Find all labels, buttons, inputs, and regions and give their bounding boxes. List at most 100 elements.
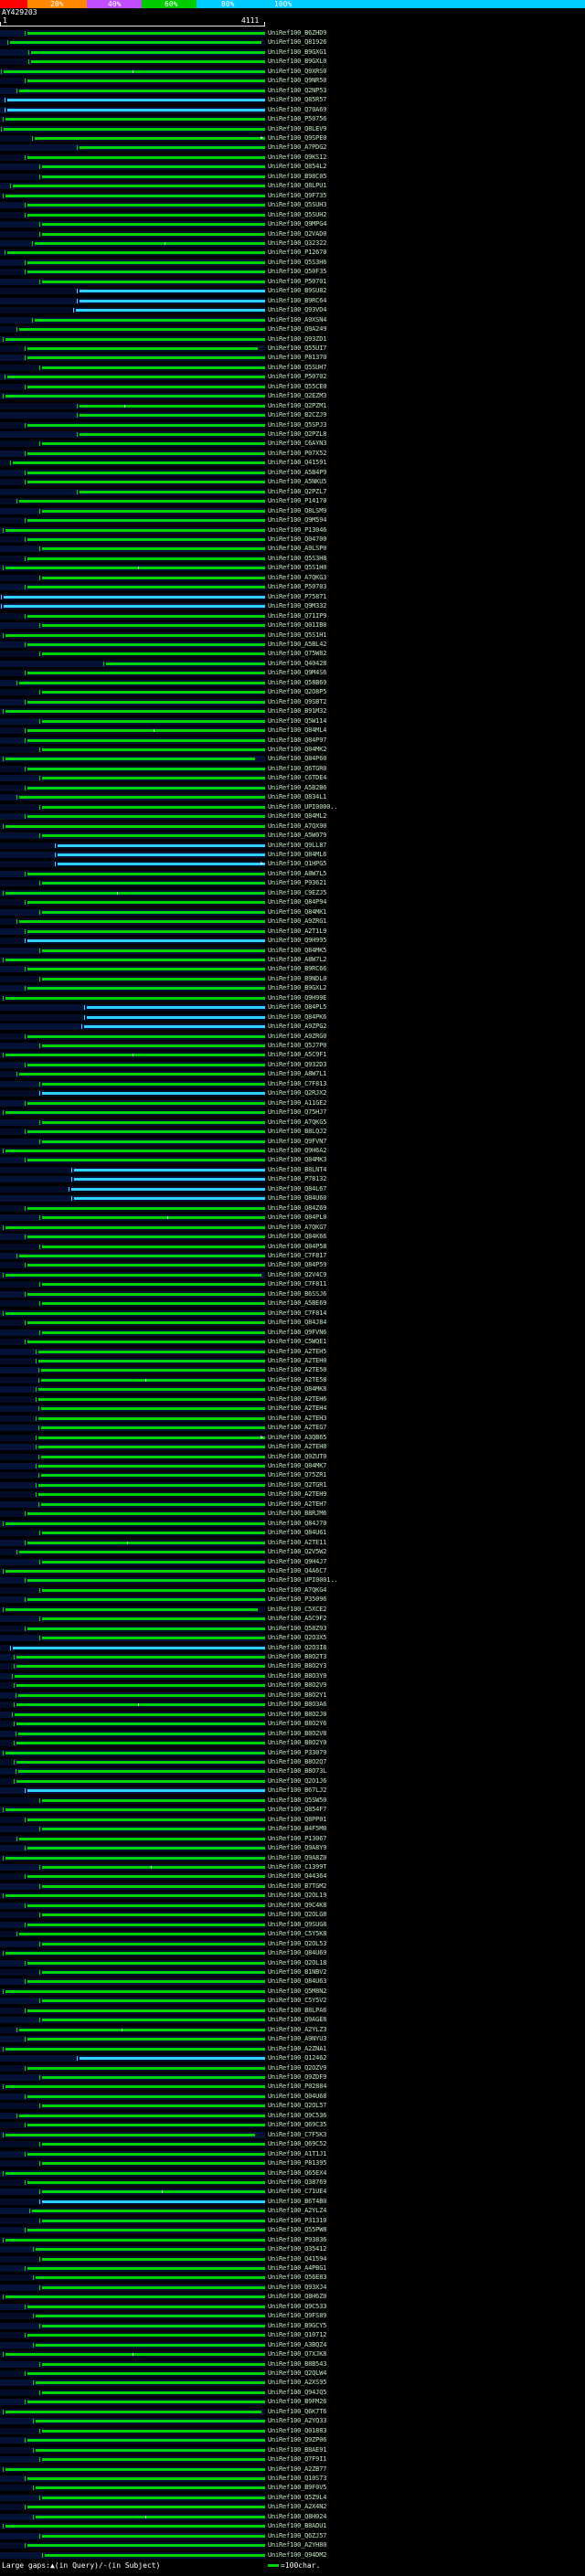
hit-bar[interactable] [7,251,265,255]
hit-label[interactable]: UniRef100_B8O2V8 [268,1729,327,1737]
hit-bar[interactable] [27,2267,265,2271]
alignment-row[interactable]: UniRef100_B9NDL0 [0,974,585,983]
alignment-row[interactable]: UniRef100_A2TEG7 [0,1423,585,1432]
hit-label[interactable]: UniRef100_A2TEH0 [268,1356,327,1364]
hit-label[interactable]: UniRef100_Q9NR50 [268,77,327,85]
alignment-row[interactable]: UniRef100_Q55UI7 [0,344,585,353]
hit-bar[interactable] [35,318,265,322]
alignment-row[interactable]: UniRef100_Q9MPG4 [0,219,585,228]
hit-bar[interactable] [41,1378,265,1382]
hit-bar[interactable] [19,796,265,800]
alignment-row[interactable]: UniRef100_Q2NP53 [0,86,585,95]
hit-label[interactable]: UniRef100_Q8LSM9 [268,506,327,514]
hit-bar[interactable] [19,2114,265,2117]
alignment-row[interactable]: UniRef100_Q2OL19 [0,1891,585,1900]
alignment-row[interactable]: UniRef100_A2ZNA1 [0,2044,585,2053]
hit-label[interactable]: UniRef100_B9F0V5 [268,2484,327,2492]
hit-bar[interactable] [16,1703,265,1707]
hit-label[interactable]: UniRef100_Q2PZL7 [268,487,327,495]
hit-bar[interactable] [41,1455,265,1458]
hit-label[interactable]: UniRef100_B9GXL2 [268,984,327,992]
hit-label[interactable]: UniRef100_Q75ZR1 [268,1471,327,1479]
alignment-row[interactable]: UniRef100_Q2O8P5 [0,687,585,696]
alignment-row[interactable]: UniRef100_Q75W82 [0,649,585,658]
hit-label[interactable]: UniRef100_Q04700 [268,535,327,544]
hit-label[interactable]: UniRef100_Q2O3X5 [268,1634,327,1642]
hit-label[interactable]: UniRef100_Q35412 [268,2245,327,2253]
alignment-row[interactable]: UniRef100_Q5SUH7 [0,363,585,372]
hit-label[interactable]: UniRef100_Q04U68 [268,2092,327,2100]
alignment-row[interactable]: UniRef100_B8O2V8 [0,1729,585,1738]
hit-bar[interactable] [5,2295,265,2299]
hit-bar[interactable] [4,605,265,609]
hit-bar[interactable] [27,2477,265,2480]
hit-bar[interactable] [7,108,265,111]
hit-bar[interactable] [41,509,265,513]
hit-bar[interactable] [41,1120,265,1124]
hit-bar[interactable] [41,2458,265,2462]
hit-bar[interactable] [13,1646,265,1649]
alignment-row[interactable]: UniRef100_A5C9F1 [0,1050,585,1059]
alignment-row[interactable]: UniRef100_Q2OL53 [0,1939,585,1948]
hit-label[interactable]: UniRef100_Q5M8N2 [268,1987,327,1995]
alignment-row[interactable]: UniRef100_B8RJM6 [0,1509,585,1518]
hit-label[interactable]: UniRef100_Q2OLG8 [268,1911,327,1919]
alignment-row[interactable]: UniRef100_B8O2J0 [0,1710,585,1719]
hit-bar[interactable] [27,1875,265,1879]
hit-bar[interactable] [80,490,265,493]
alignment-row[interactable]: UniRef100_Q2O3X5 [0,1633,585,1642]
hit-bar[interactable] [38,1446,265,1449]
alignment-row[interactable]: UniRef100_A2TEH8 [0,1442,585,1451]
hit-label[interactable]: UniRef100_Q2VAD0 [268,229,327,238]
hit-bar[interactable] [41,2143,265,2147]
hit-bar[interactable] [27,901,265,905]
hit-label[interactable]: UniRef100_Q9M332 [268,602,327,610]
hit-bar[interactable] [14,1674,265,1678]
alignment-row[interactable]: UniRef100_P07X52 [0,449,585,458]
alignment-row[interactable]: UniRef100_Q2PZL7 [0,487,585,496]
hit-label[interactable]: UniRef100_A8W7L2 [268,955,327,963]
hit-bar[interactable] [27,614,265,618]
alignment-row[interactable]: UniRef100_UPI0000.. [0,802,585,811]
hit-bar[interactable] [80,146,265,150]
alignment-row[interactable]: UniRef100_Q5SUH2 [0,210,585,219]
hit-bar[interactable] [41,2219,265,2222]
alignment-row[interactable]: UniRef100_P50703 [0,582,585,591]
alignment-row[interactable]: UniRef100_Q84P94 [0,897,585,906]
hit-label[interactable]: UniRef100_Q9ZUT0 [268,1452,327,1460]
alignment-row[interactable]: UniRef100_Q35412 [0,2244,585,2253]
alignment-row[interactable]: UniRef100_Q55PW8 [0,2225,585,2234]
hit-label[interactable]: UniRef100_Q65EX4 [268,2168,327,2177]
hit-label[interactable]: UniRef100_P13067 [268,1834,327,1842]
hit-bar[interactable] [16,1761,265,1765]
hit-bar[interactable] [41,165,265,169]
alignment-row[interactable]: UniRef100_Q01IB0 [0,620,585,630]
hit-bar[interactable] [27,738,265,742]
alignment-row[interactable]: UniRef100_Q69C52 [0,2139,585,2148]
alignment-row[interactable]: UniRef100_Q4A6C7 [0,1566,585,1575]
hit-bar[interactable] [4,127,265,131]
hit-bar[interactable] [5,337,265,341]
hit-label[interactable]: UniRef100_Q69C35 [268,2121,327,2129]
hit-bar[interactable] [27,1512,265,1516]
hit-bar[interactable] [80,290,265,293]
hit-bar[interactable] [9,41,261,45]
hit-label[interactable]: UniRef100_B9GCY5 [268,2321,327,2329]
hit-label[interactable]: UniRef100_A2YH80 [268,2541,327,2549]
hit-label[interactable]: UniRef100_B8LPA6 [268,2006,327,2014]
hit-bar[interactable] [80,404,265,408]
hit-bar[interactable] [27,1063,265,1066]
alignment-row[interactable]: UniRef100_A2X4N2 [0,2502,585,2511]
hit-label[interactable]: UniRef100_P78132 [268,1175,327,1183]
alignment-row[interactable]: UniRef100_Q9M594 [0,515,585,525]
hit-bar[interactable] [87,1006,265,1010]
hit-bar[interactable] [5,633,265,637]
hit-label[interactable]: UniRef100_B8O2Q7 [268,1758,327,1766]
hit-label[interactable]: UniRef100_Q84PL5 [268,1003,327,1012]
hit-label[interactable]: UniRef100_Q9C536 [268,2111,327,2119]
hit-bar[interactable] [41,1216,265,1220]
hit-label[interactable]: UniRef100_A3QB65 [268,1433,327,1441]
hit-label[interactable]: UniRef100_UPI0001.. [268,1576,338,1585]
hit-label[interactable]: UniRef100_B9RC66 [268,965,327,973]
hit-label[interactable]: UniRef100_P93836 [268,2235,327,2243]
